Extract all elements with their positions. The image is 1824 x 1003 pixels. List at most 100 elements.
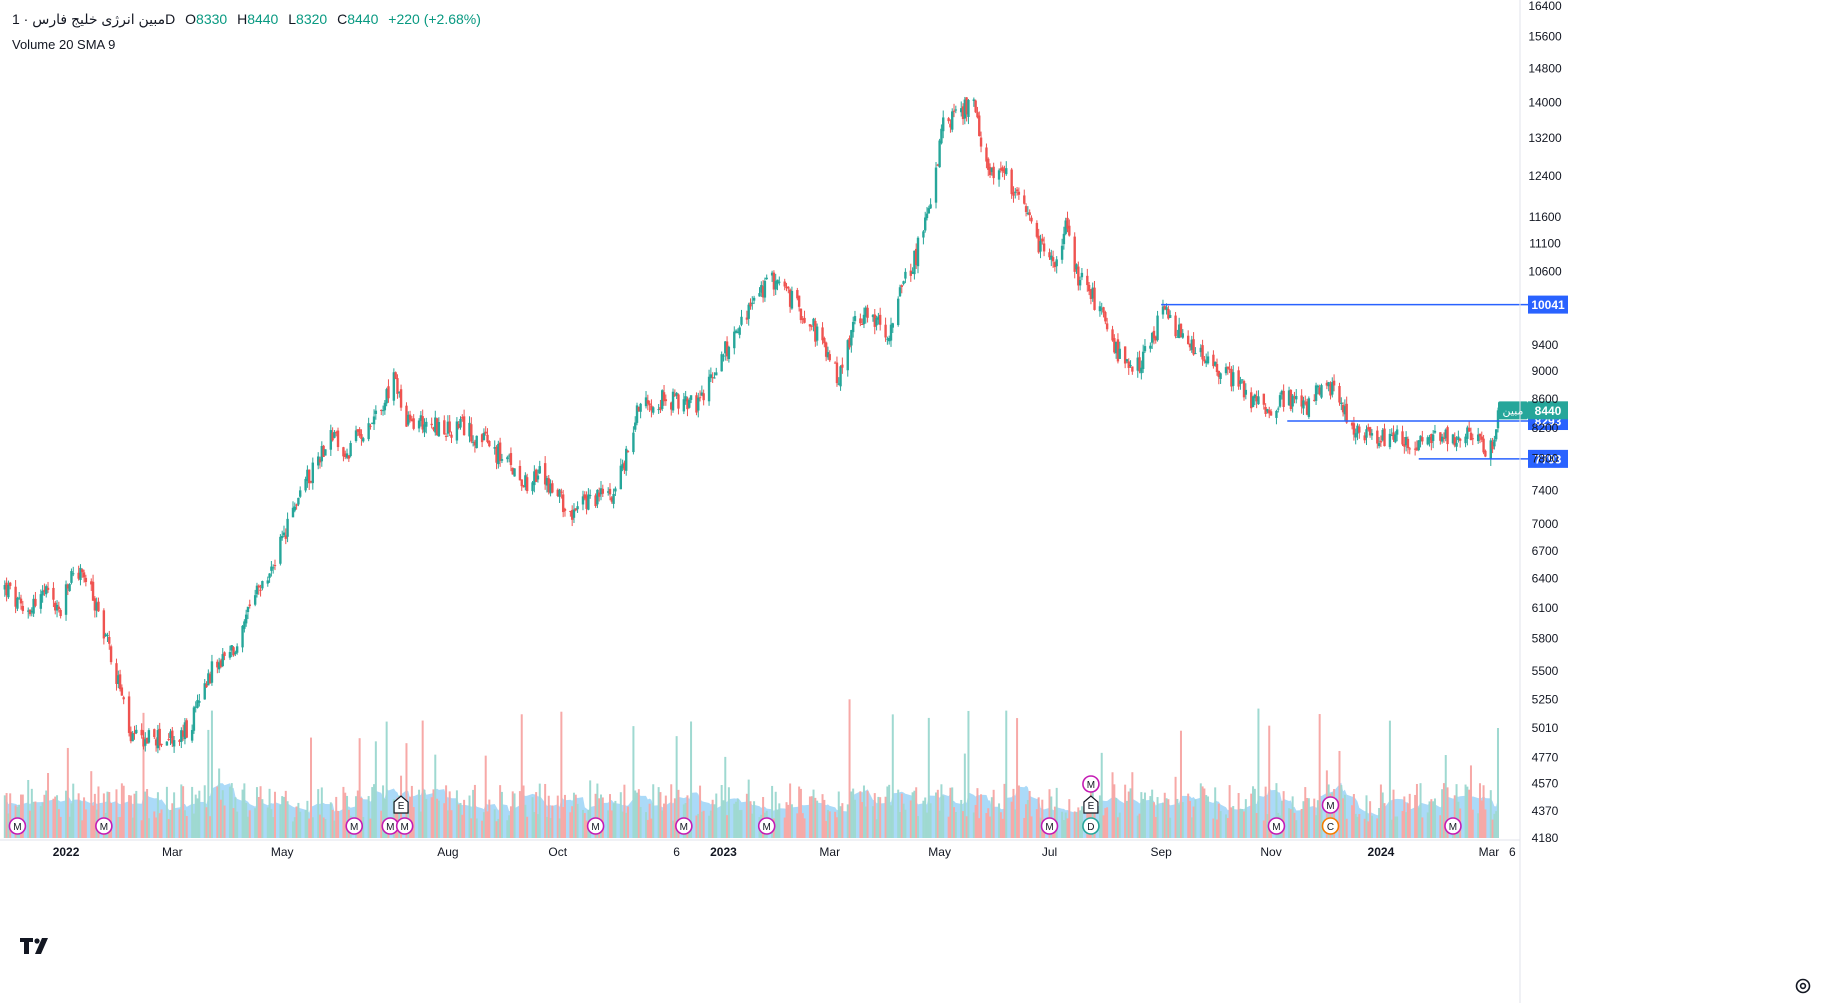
volume-bar (272, 817, 275, 838)
volume-bar (538, 783, 541, 838)
tradingview-logo-icon[interactable] (18, 935, 52, 957)
volume-bar (1300, 808, 1303, 838)
volume-bar (1419, 783, 1422, 838)
volume-bar (1001, 818, 1004, 838)
candle-body (790, 290, 794, 309)
volume-bar (544, 783, 547, 838)
event-marker-icon[interactable] (1082, 775, 1100, 793)
candle-body (1300, 395, 1303, 407)
event-marker-icon[interactable] (1040, 817, 1059, 835)
event-marker-icon[interactable] (8, 817, 27, 835)
candle-body (1017, 191, 1021, 195)
event-marker-icon[interactable] (586, 817, 605, 835)
interval[interactable]: 1D (12, 11, 176, 27)
event-marker-letter: M (680, 822, 688, 833)
volume-bar (1113, 784, 1116, 838)
candle-body (509, 453, 513, 466)
candle-body (77, 572, 80, 579)
candle-body (700, 392, 704, 396)
event-marker-icon[interactable] (757, 817, 776, 835)
volume-bar (1401, 810, 1404, 838)
candle-body (459, 418, 462, 428)
candle-body (142, 737, 145, 747)
volume-bar (1079, 810, 1082, 838)
candle-body (381, 410, 385, 412)
candle-body (837, 383, 840, 385)
time-tick-label: May (928, 845, 951, 859)
candle-body (621, 464, 624, 469)
volume-bar (254, 808, 257, 838)
volume-bar (623, 784, 626, 838)
volume-bar (850, 791, 853, 838)
candle-body (455, 421, 459, 441)
event-marker-icon[interactable] (345, 817, 364, 835)
time-tick-label: May (271, 845, 294, 859)
event-marker-icon[interactable] (1321, 796, 1340, 814)
candle-body (934, 167, 938, 203)
candle-body (715, 372, 718, 376)
event-marker-icon[interactable] (1444, 817, 1462, 835)
candle-body (1403, 444, 1406, 447)
event-marker-icon[interactable] (395, 817, 414, 835)
volume-bar (915, 787, 918, 838)
candle-body (317, 456, 320, 466)
volume-bar (1383, 803, 1386, 838)
candle-body (1278, 395, 1282, 407)
volume-bar (862, 785, 865, 838)
candle-body (1111, 329, 1114, 341)
candle-body (1482, 438, 1485, 453)
price-tick-label: 4180 (1532, 831, 1559, 845)
candle-body (749, 302, 752, 307)
volume-bar (335, 796, 338, 838)
candle-body (468, 422, 471, 437)
volume-study-label[interactable]: Volume 20 SMA 9 (12, 37, 116, 52)
candle-body (572, 509, 576, 518)
volume-bar (358, 738, 361, 838)
volume-bar (834, 811, 837, 838)
candle-body (1174, 315, 1177, 337)
volume-bar (536, 814, 539, 838)
volume-bar (291, 821, 294, 838)
symbol-name[interactable]: مبین انرژی خلیج فارس (32, 11, 166, 27)
volume-bar (713, 804, 716, 838)
candle-body (115, 663, 118, 684)
volume-bar (774, 791, 777, 838)
candle-body (896, 298, 900, 326)
candle-body (344, 453, 347, 458)
candle-body (183, 722, 187, 740)
event-marker-icon[interactable] (675, 817, 693, 835)
candle-body (1014, 191, 1017, 193)
event-marker-icon[interactable] (1267, 817, 1286, 835)
volume-pane (3, 699, 1499, 838)
candle-body (1419, 435, 1422, 442)
volume-bar (1104, 808, 1107, 838)
candle-body (522, 486, 525, 488)
earnings-marker-icon[interactable] (1083, 795, 1099, 814)
candle-body (84, 577, 88, 583)
candle-body (1392, 432, 1395, 440)
settings-gear-icon[interactable] (1794, 977, 1812, 995)
volume-bar (837, 791, 840, 838)
event-marker-icon[interactable] (95, 817, 113, 835)
volume-bar (738, 810, 741, 838)
candle-body (324, 449, 327, 456)
candle-body (1370, 433, 1374, 436)
candle-body (1327, 382, 1330, 387)
dividend-marker-icon[interactable] (1321, 817, 1340, 835)
dividend-marker-icon[interactable] (1082, 817, 1100, 835)
volume-bar (989, 816, 992, 838)
volume-bar (319, 814, 322, 838)
volume-bar (1304, 787, 1307, 838)
volume-bar (562, 807, 565, 838)
volume-bar (1345, 818, 1348, 838)
volume-bar (812, 789, 815, 838)
volume-bar (524, 804, 527, 838)
volume-bar (1446, 787, 1449, 838)
earnings-marker-icon[interactable] (393, 795, 409, 814)
volume-bar (556, 795, 559, 838)
volume-bar (133, 793, 136, 838)
volume-bar (954, 812, 957, 838)
